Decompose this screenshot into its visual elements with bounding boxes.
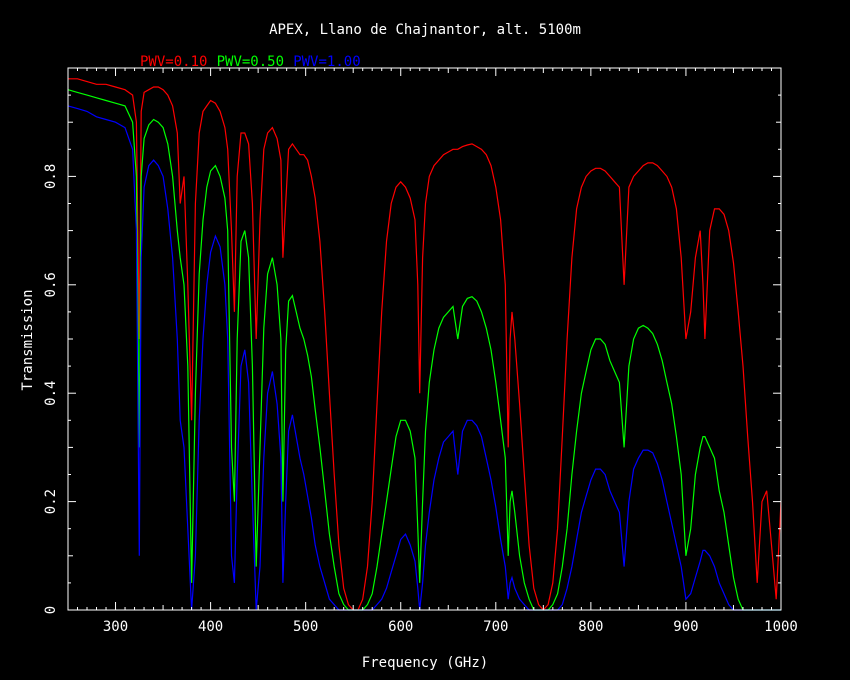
chart-title: APEX, Llano de Chajnantor, alt. 5100m	[269, 22, 581, 38]
legend-entry-3: PWV=1.00	[293, 54, 360, 70]
legend: PWV=0.10 PWV=0.50 PWV=1.00	[140, 54, 361, 70]
x-tick-label: 700	[483, 619, 508, 635]
x-tick-label: 300	[103, 619, 128, 635]
x-tick-label: 1000	[764, 619, 798, 635]
y-tick-label: 0.8	[43, 164, 59, 189]
plot-frame	[67, 67, 782, 611]
y-tick-label: 0.2	[43, 489, 59, 514]
y-tick-label: 0.6	[43, 272, 59, 297]
y-tick-label: 0.4	[43, 381, 59, 406]
series-line-1	[68, 78, 782, 611]
y-tick-label: 0	[43, 606, 59, 614]
legend-entry-2: PWV=0.50	[217, 54, 284, 70]
x-tick-label: 600	[388, 619, 413, 635]
x-axis-label: Frequency (GHz)	[362, 655, 488, 671]
series-line-3	[67, 105, 781, 611]
series-layer	[67, 78, 782, 611]
x-tick-label: 800	[578, 619, 603, 635]
x-tick-label: 500	[293, 619, 318, 635]
legend-entry-1: PWV=0.10	[140, 54, 207, 70]
axes: 300 400 500 600 700 800 900 1000 0 0.2 0.4 0.6 0.8	[43, 68, 798, 635]
series-line-2	[67, 89, 781, 611]
y-axis-label: Transmission	[20, 289, 36, 390]
x-tick-label: 900	[673, 619, 698, 635]
x-tick-label: 400	[198, 619, 223, 635]
